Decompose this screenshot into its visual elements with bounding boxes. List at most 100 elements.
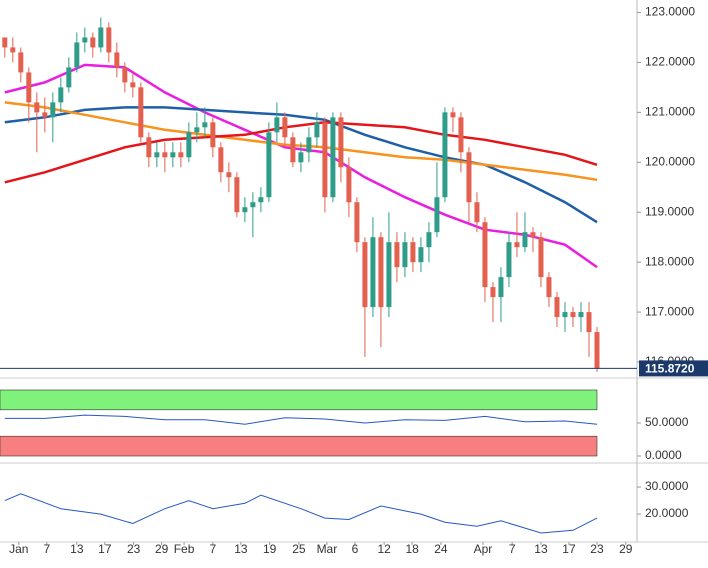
candle-body [50,102,56,118]
candle-body [42,112,48,118]
candle-body [210,122,216,148]
candle-body [26,72,32,103]
candle-body [530,232,536,238]
candle-body [450,112,456,118]
y-tick-label: 122.0000 [645,55,695,69]
candle-body [66,67,72,88]
candle-body [106,27,112,53]
candle-body [130,82,136,88]
candle-body [58,87,64,103]
candle-body [482,222,488,288]
x-tick-label: 13 [70,542,84,556]
candle-body [418,247,424,263]
candle-body [466,152,472,203]
candle-body [402,242,408,268]
x-tick-label: 7 [43,542,50,556]
y-tick-label: 120.0000 [645,154,695,168]
candle-body [370,237,376,308]
candle-body [578,312,584,318]
candle-body [274,117,280,133]
candle-body [234,177,240,213]
indicator-line [4,414,598,425]
candle-body [202,122,208,128]
candle-body [162,152,168,158]
candle-body [90,37,96,48]
candle-body [410,242,416,263]
oversold-band [0,435,598,457]
candle-body [442,112,448,198]
candle-body [426,232,432,248]
x-tick-label: 29 [619,542,633,556]
overbought-band [0,389,598,411]
x-tick-label: 7 [509,542,516,556]
candle-body [218,147,224,173]
candle-body [186,132,192,158]
x-tick-label: 17 [562,542,576,556]
x-tick-label: 18 [405,542,419,556]
candle-body [338,117,344,168]
candle-body [194,127,200,133]
candle-body [74,42,80,68]
candle-body [258,197,264,203]
candle-body [18,52,24,73]
candle-body [282,117,288,138]
last-price-label: 115.8720 [645,362,695,376]
candle-body [554,297,560,318]
x-tick-label: 24 [434,542,448,556]
candle-body [354,202,360,243]
candle-body [562,312,568,318]
x-tick-label: Apr [474,542,493,556]
candle-body [458,117,464,153]
candle-body [586,312,592,333]
candle-body [522,232,528,248]
x-tick-label: Feb [174,542,195,556]
moving-average [4,101,598,182]
candle-body [474,202,480,223]
candle-body [266,132,272,198]
candle-body [314,122,320,138]
x-tick-label: Mar [317,542,338,556]
y-tick-label: 117.0000 [645,304,694,318]
candle-body [434,197,440,233]
y-tick-label: 0.0000 [645,448,682,462]
x-tick-label: 19 [263,542,277,556]
candle-body [362,242,368,308]
candle-body [346,167,352,203]
moving-average [4,63,598,269]
x-tick-label: 25 [292,542,306,556]
x-tick-label: 23 [127,542,141,556]
candle-body [138,87,144,138]
candle-body [490,287,496,298]
candle-body [538,237,544,278]
candle-body [250,202,256,208]
candle-body [10,47,16,53]
x-tick-label: 13 [534,542,548,556]
y-tick-label: 119.0000 [645,204,694,218]
candle-body [298,152,304,163]
candle-body [498,277,504,298]
candle-body [322,122,328,198]
candle-body [330,117,336,198]
candle-body [146,137,152,158]
candle-body [226,172,232,178]
candle-body [594,332,600,369]
x-tick-label: 17 [98,542,112,556]
x-tick-label: 23 [590,542,604,556]
moving-average [4,121,598,184]
y-tick-label: 20.0000 [645,506,689,520]
candle-body [122,67,128,83]
indicator-line [4,493,598,534]
candle-body [2,37,8,48]
candle-body [170,152,176,158]
candle-body [386,242,392,308]
candle-body [394,242,400,268]
candle-body [514,242,520,248]
last-price-box [639,360,708,377]
candle-body [154,152,160,158]
x-tick-label: 7 [210,542,217,556]
candle-body [378,237,384,308]
candle-body [178,152,184,158]
moving-average [4,106,598,224]
